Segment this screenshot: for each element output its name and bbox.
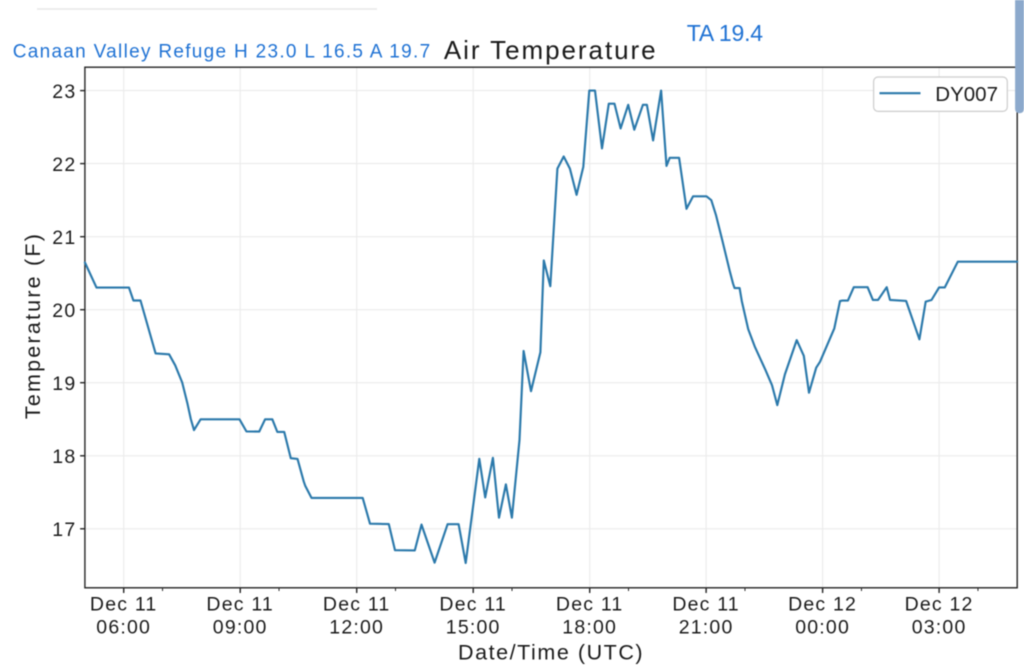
svg-text:TA 19.4: TA 19.4: [687, 20, 764, 46]
svg-text:15:00: 15:00: [446, 617, 501, 639]
svg-text:00:00: 00:00: [795, 617, 850, 639]
svg-text:22: 22: [52, 154, 76, 176]
svg-text:23: 23: [52, 81, 76, 103]
svg-text:06:00: 06:00: [96, 617, 151, 639]
svg-text:Dec 11: Dec 11: [672, 594, 740, 616]
svg-text:Dec 11: Dec 11: [90, 594, 158, 616]
svg-text:DY007: DY007: [935, 83, 998, 106]
svg-text:Dec 11: Dec 11: [206, 594, 274, 616]
svg-text:Canaan Valley Refuge H 23.0 L: Canaan Valley Refuge H 23.0 L 16.5 A 19.…: [13, 42, 432, 63]
svg-text:Date/Time (UTC): Date/Time (UTC): [458, 640, 644, 664]
svg-text:Dec 11: Dec 11: [439, 594, 507, 616]
svg-text:21:00: 21:00: [679, 617, 734, 639]
svg-text:18:00: 18:00: [562, 617, 617, 639]
svg-text:19: 19: [52, 373, 76, 395]
svg-text:18: 18: [52, 446, 76, 468]
svg-text:Dec 11: Dec 11: [556, 594, 624, 616]
svg-text:21: 21: [52, 227, 76, 249]
svg-text:17: 17: [52, 519, 76, 541]
svg-text:Air Temperature: Air Temperature: [444, 35, 658, 65]
svg-text:Temperature (F): Temperature (F): [21, 232, 45, 419]
svg-text:03:00: 03:00: [912, 617, 967, 639]
svg-text:20: 20: [52, 300, 76, 322]
svg-text:12:00: 12:00: [329, 617, 384, 639]
svg-text:Dec 12: Dec 12: [905, 594, 974, 616]
svg-text:Dec 12: Dec 12: [788, 594, 857, 616]
svg-text:09:00: 09:00: [213, 617, 268, 639]
svg-text:Dec 11: Dec 11: [323, 594, 391, 616]
